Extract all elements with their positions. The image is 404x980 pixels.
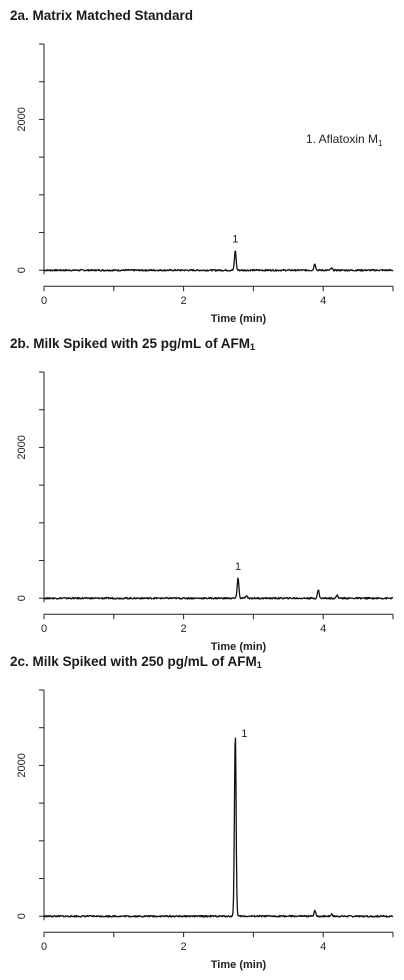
- chromatogram-2a: 0 2000 0 2 4 Time (min) 1 1. Aflatoxin M1: [16, 43, 394, 325]
- chromatogram-trace: [43, 577, 394, 600]
- chart-title: 2a. Matrix Matched Standard: [10, 8, 194, 23]
- y-tick-label: 0: [16, 595, 28, 601]
- x-tick-label: 4: [320, 295, 326, 307]
- chart-panel-2c: 2c. Milk Spiked with 250 pg/mL of AFM1 0…: [0, 654, 404, 980]
- chromatogram-2b: 0 2000 0 2 4 Time (min) 1: [16, 371, 394, 653]
- x-tick-label: 0: [41, 941, 47, 953]
- chromatogram-trace: [43, 737, 394, 918]
- y-tick-label: 2000: [16, 435, 28, 459]
- x-tick-label: 2: [181, 941, 187, 953]
- peak-label: 1: [241, 728, 247, 740]
- x-axis-title: Time (min): [211, 313, 267, 325]
- y-tick-label: 0: [16, 267, 28, 273]
- chart-panel-2a: 2a. Matrix Matched Standard 0 2000 0 2 4 Time…: [0, 8, 404, 328]
- x-tick-label: 4: [320, 941, 326, 953]
- x-tick-label: 4: [320, 623, 326, 635]
- y-tick-label: 0: [16, 913, 28, 919]
- x-tick-label: 2: [181, 295, 187, 307]
- chart-title: 2b. Milk Spiked with 25 pg/mL of AFM1: [10, 336, 256, 352]
- peak-label: 1: [232, 234, 238, 246]
- x-axis-title: Time (min): [211, 641, 267, 653]
- x-tick-label: 2: [181, 623, 187, 635]
- x-tick-label: 0: [41, 623, 47, 635]
- y-tick-label: 2000: [16, 753, 28, 777]
- chart-title: 2c. Milk Spiked with 250 pg/mL of AFM1: [10, 654, 262, 670]
- chromatogram-trace: [43, 250, 394, 272]
- x-tick-label: 0: [41, 295, 47, 307]
- peak-label: 1: [235, 561, 241, 573]
- chart-panel-2b: 2b. Milk Spiked with 25 pg/mL of AFM1 0 2…: [0, 336, 404, 656]
- compound-legend: 1. Aflatoxin M1: [306, 132, 383, 148]
- y-tick-label: 2000: [16, 107, 28, 131]
- chromatogram-2c: 0 2000 0 2 4 Time (min) 1: [16, 689, 394, 971]
- x-axis-title: Time (min): [211, 959, 267, 971]
